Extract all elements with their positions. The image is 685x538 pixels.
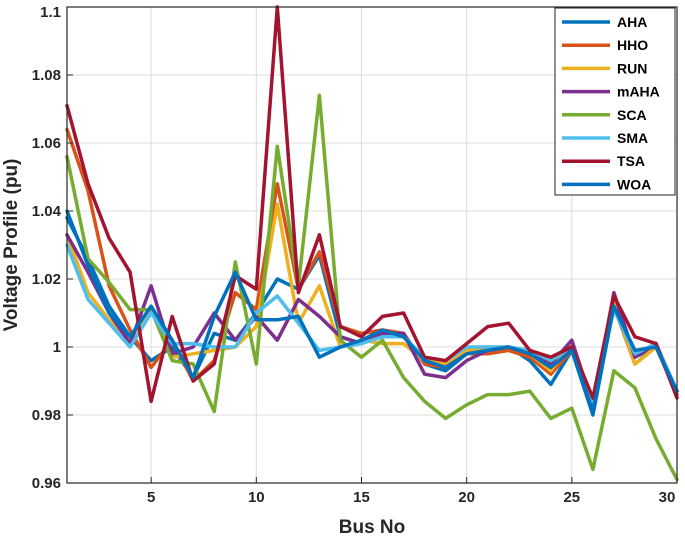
legend-label-hho: HHO [617, 37, 648, 53]
tick-labels: 5 10 15 20 25 30 0.96 0.98 1 1.02 1.04 1.06 1.08 1.1 [32, 4, 676, 506]
x-tick-label: 10 [248, 489, 265, 506]
x-tick-label: 20 [458, 489, 475, 506]
y-tick-label: 1.08 [32, 67, 61, 84]
y-tick-label: 1.1 [40, 4, 61, 21]
y-tick-label: 1.06 [32, 135, 61, 152]
legend: AHA HHO RUN mAHA SCA SMA TSA WOA [554, 7, 676, 196]
x-tick-label: 5 [147, 489, 155, 506]
x-axis-label: Bus No [339, 517, 406, 538]
y-tick-label: 1.04 [32, 203, 62, 220]
legend-box [554, 7, 676, 196]
plot-frame [66, 6, 678, 484]
x-tick-label: 25 [563, 489, 580, 506]
legend-label-aha: AHA [617, 14, 647, 30]
x-tick-label: 15 [353, 489, 370, 506]
legend-label-run: RUN [617, 60, 647, 76]
series-lines [65, 5, 679, 482]
legend-label-tsa: TSA [617, 153, 645, 169]
legend-label-sca: SCA [617, 107, 647, 123]
axis-ticks [67, 6, 678, 484]
series-line-sca [65, 93, 679, 482]
x-tick-label: 30 [659, 489, 676, 506]
legend-label-woa: WOA [617, 176, 651, 192]
y-axis-label: Voltage Profile (pu) [1, 159, 22, 332]
y-tick-label: 1.02 [32, 271, 61, 288]
y-tick-label: 0.96 [32, 475, 61, 492]
y-tick-label: 1 [53, 339, 61, 356]
y-tick-label: 0.98 [32, 407, 61, 424]
legend-label-maha: mAHA [617, 84, 660, 100]
legend-label-sma: SMA [617, 130, 648, 146]
series-line-woa [65, 209, 679, 414]
